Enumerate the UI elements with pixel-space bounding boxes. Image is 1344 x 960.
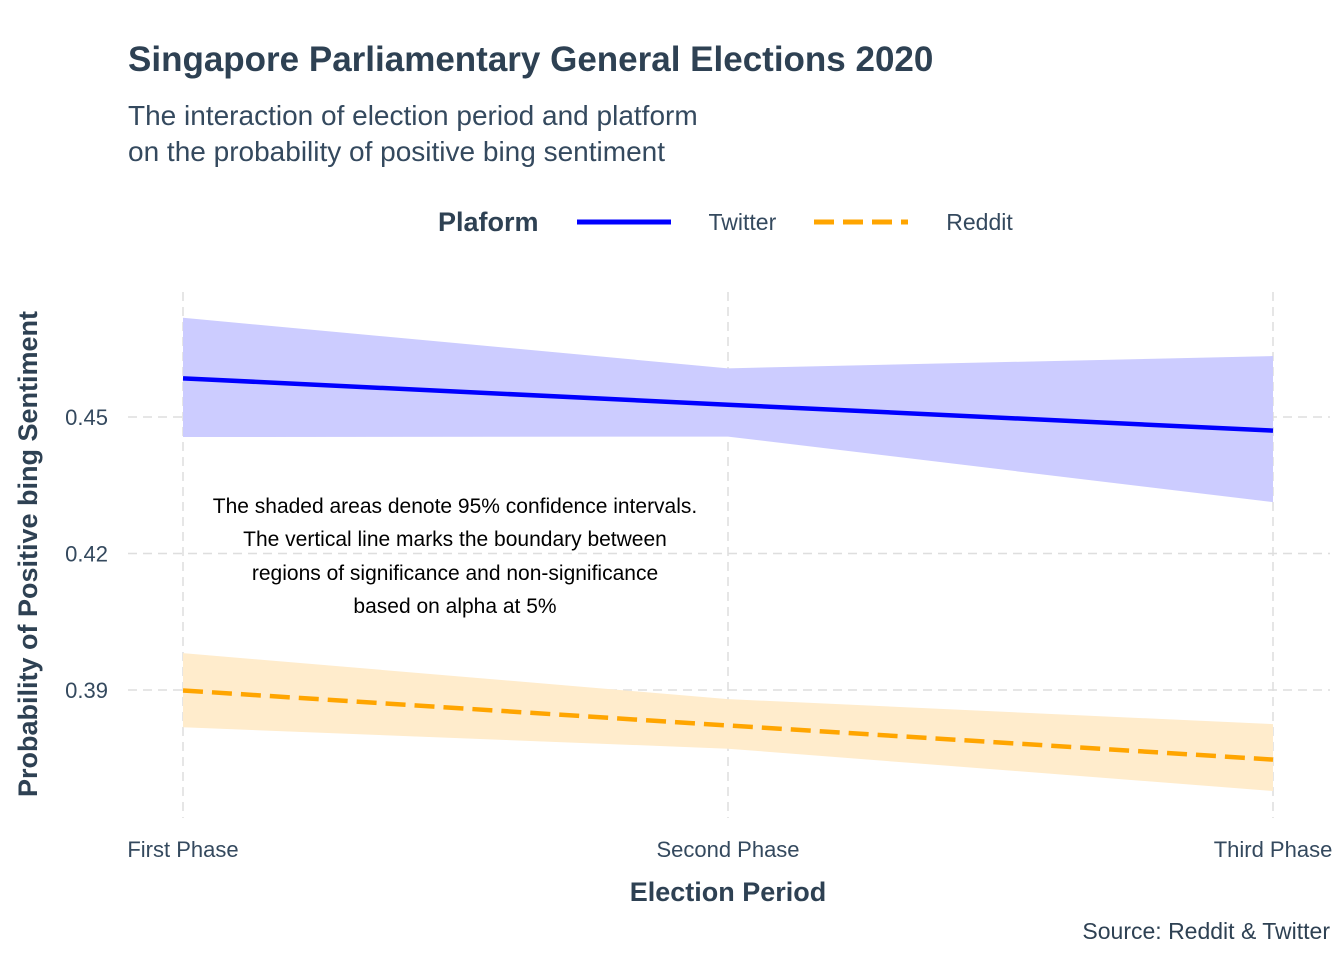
annotation-line: The vertical line marks the boundary bet… [243, 528, 667, 551]
series-line-reddit [182, 688, 1274, 762]
ci-band-reddit [183, 653, 1273, 792]
annotation-line: The shaded areas denote 95% confidence i… [213, 495, 698, 518]
y-axis-title: Probability of Positive bing Sentiment [13, 311, 43, 797]
caption: Source: Reddit & Twitter [1082, 918, 1330, 944]
series-line-twitter [182, 376, 1274, 433]
y-tick-label: 0.39 [65, 678, 108, 703]
legend-key-reddit [814, 219, 909, 225]
x-tick-label: Second Phase [656, 837, 799, 862]
subtitle-line: on the probability of positive bing sent… [128, 136, 665, 167]
legend-label-twitter: Twitter [708, 208, 777, 235]
annotation-line: based on alpha at 5% [353, 595, 556, 618]
chart-title: Singapore Parliamentary General Election… [128, 40, 934, 79]
subtitle-line: The interaction of election period and p… [128, 100, 698, 131]
legend-title: Plaform [438, 206, 539, 237]
legend-key-twitter [576, 219, 671, 225]
y-tick-label: 0.45 [65, 405, 108, 430]
annotation-line: regions of significance and non-signific… [252, 562, 658, 585]
legend-label-reddit: Reddit [946, 208, 1013, 235]
ci-band-twitter [183, 317, 1273, 503]
x-tick-label: Third Phase [1214, 837, 1333, 862]
x-tick-label: First Phase [127, 837, 238, 862]
y-tick-label: 0.42 [65, 542, 108, 567]
legend: Plaform Twitter Reddit [438, 200, 1051, 244]
chart-subtitle: The interaction of election period and p… [128, 98, 698, 170]
x-axis-title: Election Period [630, 877, 827, 907]
